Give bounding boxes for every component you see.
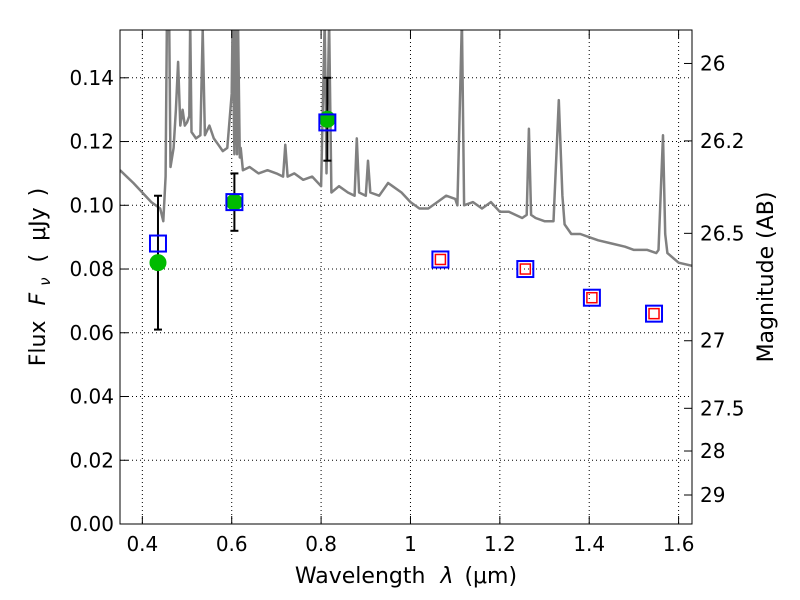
y-axis-label-text: Flux bbox=[26, 321, 51, 367]
y-tick-label: 0.12 bbox=[69, 130, 114, 154]
model-photometry-square bbox=[225, 193, 244, 212]
y-tick-label: 0.14 bbox=[69, 66, 114, 90]
upper-limit-square bbox=[519, 263, 532, 275]
x-tick-label: 1.4 bbox=[573, 532, 605, 556]
x-axis-label: Wavelength λ (μm) bbox=[295, 564, 517, 589]
axes-frame bbox=[119, 29, 693, 525]
x-tick-label: 1 bbox=[404, 532, 417, 556]
model-photometry-square bbox=[431, 250, 450, 269]
y2-tick-label: 26.5 bbox=[700, 221, 745, 245]
x-tick-label: 1.6 bbox=[663, 532, 695, 556]
y-tick-label: 0.08 bbox=[69, 257, 114, 281]
y-axis-label-open: ( bbox=[26, 254, 51, 263]
y-axis-label: Flux F ν ( μJy ) bbox=[26, 188, 56, 366]
upper-limit-square bbox=[434, 253, 447, 266]
y-tick-label: 0.04 bbox=[69, 385, 114, 409]
upper-limit-square bbox=[648, 307, 660, 320]
axis-ticks: 0.4 0.6 0.8 1 1.2 1.4 1.6 0.00 0.02 0.04 0.06 0.08 0… bbox=[69, 30, 745, 556]
x-axis-label-symbol: λ bbox=[439, 564, 453, 589]
model-photometry-square bbox=[148, 234, 167, 253]
y-axis-label-close: ) bbox=[26, 188, 51, 197]
x-tick-label: 0.4 bbox=[126, 532, 158, 556]
x-tick-label: 1.2 bbox=[484, 532, 516, 556]
y-axis-label-unit: μJy bbox=[26, 207, 51, 241]
y-tick-label: 0.06 bbox=[69, 321, 114, 345]
x-axis-label-text: Wavelength bbox=[295, 564, 426, 589]
model-photometry-square bbox=[645, 304, 664, 323]
x-tick-label: 0.6 bbox=[216, 532, 248, 556]
right-axis-label: Magnitude (AB) bbox=[754, 192, 779, 363]
observed-flux-point bbox=[225, 193, 243, 211]
y2-tick-label: 27.5 bbox=[700, 396, 745, 420]
x-axis-label-unit: (μm) bbox=[464, 564, 517, 589]
model-spectrum-line bbox=[120, 30, 692, 268]
model-photometry-square bbox=[318, 113, 337, 132]
y-tick-label: 0.00 bbox=[69, 512, 114, 536]
x-tick-label: 0.8 bbox=[305, 532, 337, 556]
y-axis-label-subscript: ν bbox=[36, 277, 54, 285]
y-axis-label-symbol: F bbox=[26, 293, 51, 306]
y2-tick-label: 26.2 bbox=[700, 129, 745, 153]
y-tick-label: 0.10 bbox=[69, 193, 114, 217]
y2-tick-label: 29 bbox=[700, 483, 725, 507]
upper-limit-square bbox=[586, 291, 598, 304]
y2-tick-label: 26 bbox=[700, 51, 725, 75]
model-photometry-square bbox=[516, 260, 535, 279]
y-tick-label: 0.02 bbox=[69, 448, 114, 472]
y2-tick-label: 28 bbox=[700, 439, 725, 463]
y2-tick-label: 27 bbox=[700, 329, 725, 353]
plot-area bbox=[120, 30, 692, 331]
model-photometry-square bbox=[582, 288, 601, 307]
observed-flux-point bbox=[149, 254, 167, 272]
